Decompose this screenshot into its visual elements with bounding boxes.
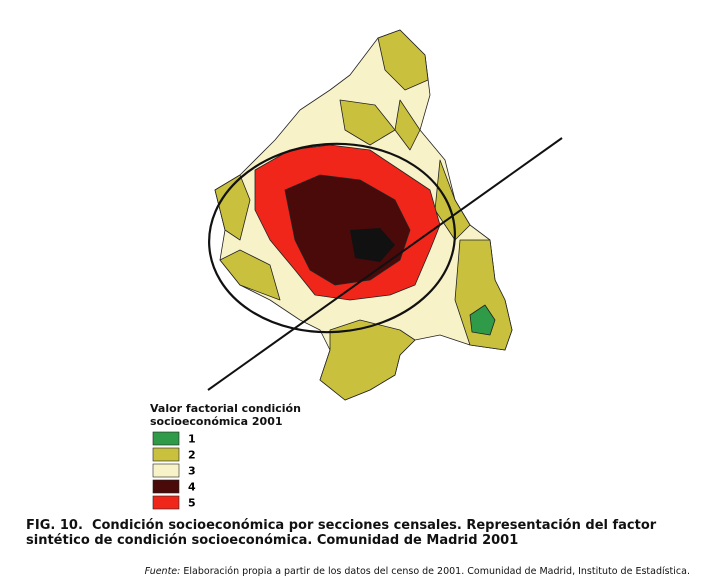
legend-swatch xyxy=(152,463,180,478)
legend-title: Valor factorial condición socioeconómica… xyxy=(150,402,301,428)
zone-core xyxy=(350,228,395,262)
zone-2 xyxy=(214,29,513,401)
legend-swatch xyxy=(152,447,180,462)
legend-swatch xyxy=(152,431,180,446)
caption: FIG. 10. Condición socioeconómica por se… xyxy=(26,518,696,548)
source: Fuente: Elaboración propia a partir de l… xyxy=(145,566,690,577)
source-text: Elaboración propia a partir de los datos… xyxy=(183,566,690,577)
legend-label: 4 xyxy=(188,481,196,494)
ellipse xyxy=(208,142,456,334)
legend: 1 2 3 4 5 xyxy=(152,431,196,510)
legend-swatch xyxy=(152,495,180,510)
zone-1 xyxy=(469,304,496,336)
caption-label: FIG. 10. xyxy=(26,518,83,533)
legend-label: 1 xyxy=(188,433,196,446)
legend-label: 2 xyxy=(188,449,196,462)
axis-line xyxy=(207,137,563,391)
legend-swatch xyxy=(152,479,180,494)
caption-text: Condición socioeconómica por secciones c… xyxy=(26,518,657,548)
source-label: Fuente: xyxy=(144,566,181,577)
legend-label: 3 xyxy=(188,465,196,478)
legend-label: 5 xyxy=(188,497,196,510)
